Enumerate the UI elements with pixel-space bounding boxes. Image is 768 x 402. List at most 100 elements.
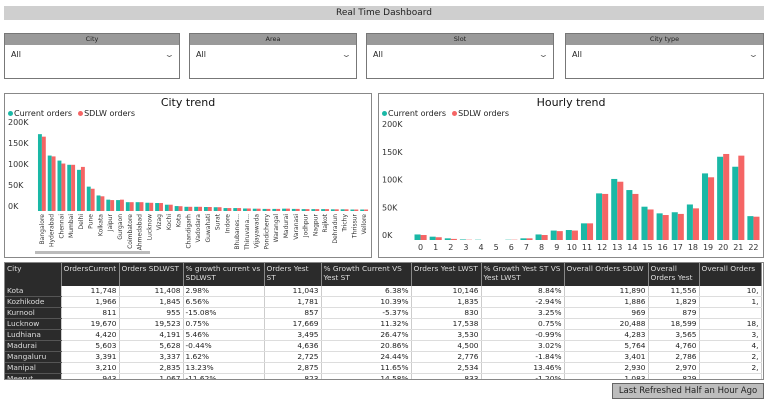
x-tick-label: Chennai — [58, 214, 65, 239]
x-tick-label: 16 — [658, 243, 668, 252]
column-header[interactable]: Orders SDLWST — [119, 263, 184, 286]
city-cell: Lucknow — [5, 318, 62, 331]
bar-sdlw — [571, 230, 578, 240]
x-tick-label: 6 — [509, 243, 514, 252]
value-cell: 1, — [699, 296, 762, 309]
city-type-dropdown[interactable]: All ⌄ — [569, 47, 760, 62]
x-tick-label: 4 — [479, 243, 484, 252]
chevron-down-icon[interactable]: ⌄ — [341, 50, 353, 59]
chevron-down-icon[interactable]: ⌄ — [538, 50, 550, 59]
table-row: Ludhiana 4,420 4,191 5.46% 3,495 26.47% 3,530-… — [5, 329, 762, 342]
value-cell: 833 — [411, 373, 482, 379]
x-tick-label: Bhubanes... — [234, 214, 241, 250]
y-tick-label: 100K — [8, 160, 29, 169]
slot-dropdown[interactable]: All ⌄ — [370, 47, 550, 62]
dashboard-title: Real Time Dashboard — [4, 6, 764, 20]
x-tick-label: Varanasi — [293, 214, 300, 240]
value-cell: 11,890 — [564, 286, 649, 298]
value-cell: 4,500 — [411, 340, 482, 353]
legend-current[interactable]: Current orders — [8, 109, 72, 118]
hourly-trend-chart: 0K 50K 100K 150K 200K 0 1 2 3 4 5 6 7 8 9 10 11 12 13 14 15 1… — [378, 93, 764, 258]
bar-current — [340, 209, 345, 211]
filter-city[interactable]: City All ⌄ — [4, 33, 180, 79]
bar-current — [459, 239, 466, 240]
value-cell: -0.44% — [183, 340, 265, 353]
x-tick-label: Kolkata — [97, 214, 104, 236]
value-cell: 829 — [648, 373, 700, 379]
bar-current — [116, 200, 120, 211]
column-header[interactable]: OrdersCurrent — [61, 263, 120, 286]
column-header[interactable]: Overall Orders SDLW — [564, 263, 649, 286]
filter-slot[interactable]: Slot All ⌄ — [366, 33, 554, 79]
value-cell: 10.39% — [321, 296, 412, 309]
bar-sdlw — [354, 209, 359, 211]
legend-sdlw[interactable]: SDLW orders — [452, 109, 509, 118]
x-tick-label: Coimbatore — [127, 214, 134, 249]
horizontal-scrollbar[interactable] — [35, 251, 150, 254]
value-cell: 5,764 — [564, 340, 649, 353]
column-header[interactable]: Orders Yest ST — [264, 263, 322, 286]
legend-label: SDLW orders — [84, 109, 136, 118]
value-cell: 969 — [564, 307, 649, 320]
value-cell: 10, — [699, 286, 762, 298]
table-row: Lucknow 19,670 19,523 0.75% 17,669 11.32% 17,5… — [5, 318, 762, 331]
bar-current — [656, 213, 663, 240]
chevron-down-icon[interactable]: ⌄ — [748, 50, 760, 59]
bar-sdlw — [632, 193, 639, 240]
bar-current — [135, 202, 140, 211]
value-cell: 4,191 — [119, 329, 184, 342]
value-cell: 857 — [264, 307, 322, 320]
legend-sdlw[interactable]: SDLW orders — [78, 109, 135, 118]
value-cell: 1,829 — [648, 296, 700, 309]
filter-city-type[interactable]: City type All ⌄ — [565, 33, 764, 79]
bar-current — [732, 166, 739, 240]
x-tick-label: 13 — [612, 243, 622, 252]
column-header[interactable]: Orders Yest LWST — [411, 263, 482, 286]
x-tick-label: 18 — [688, 243, 698, 252]
column-header[interactable]: City — [5, 263, 62, 286]
bar-sdlw — [198, 206, 203, 211]
bar-sdlw — [188, 206, 193, 211]
filter-label: City — [5, 34, 179, 45]
city-cell: Kurnool — [5, 307, 62, 320]
x-tick-label: Warangal — [273, 214, 280, 243]
bar-current — [233, 208, 238, 211]
bar-current — [321, 209, 326, 211]
value-cell: -5.37% — [321, 307, 412, 320]
column-header[interactable]: Overall Orders Yest — [648, 263, 700, 286]
area-dropdown[interactable]: All ⌄ — [193, 47, 353, 62]
value-cell: 3,401 — [564, 351, 649, 364]
bar-current — [86, 186, 91, 211]
column-header[interactable]: % Growth Current VS Yest ST — [321, 263, 412, 286]
table-row: Mangaluru 3,391 3,337 1.62% 2,725 24.44% 2,776… — [5, 351, 762, 364]
x-tick-label: Gurgaon — [117, 214, 124, 240]
legend-current[interactable]: Current orders — [382, 109, 446, 118]
x-tick-label: Rajkot — [322, 213, 329, 232]
legend-label: Current orders — [388, 109, 447, 118]
bar-sdlw — [207, 207, 212, 211]
bar-current — [223, 208, 228, 211]
bar-sdlw — [334, 209, 339, 211]
x-tick-label: 7 — [524, 243, 529, 252]
legend-label: Current orders — [14, 109, 73, 118]
x-tick-label: 8 — [539, 243, 544, 252]
x-tick-label: Dehradun — [332, 214, 339, 244]
value-cell: -15.08% — [183, 307, 265, 320]
value-cell: 4,283 — [564, 329, 649, 342]
value-cell: 3.02% — [481, 340, 565, 353]
city-dropdown[interactable]: All ⌄ — [8, 47, 176, 62]
bar-current — [67, 164, 72, 211]
chevron-down-icon[interactable]: ⌄ — [164, 50, 176, 59]
table-row: Kozhikode 1,966 1,845 6.56% 1,781 10.39% 1,835… — [5, 296, 762, 309]
column-header[interactable]: Overall Orders — [699, 263, 762, 286]
value-cell: 4, — [699, 340, 762, 353]
filter-area[interactable]: Area All ⌄ — [189, 33, 357, 79]
last-refreshed-button[interactable]: Last Refreshed Half an Hour Ago — [612, 383, 764, 399]
value-cell: 2,776 — [411, 351, 482, 364]
bar-current — [330, 209, 335, 211]
bar-sdlw — [587, 223, 594, 240]
column-header[interactable]: % growth current vs SDLWST — [183, 263, 265, 286]
value-cell: 4,636 — [264, 340, 322, 353]
filter-label: Slot — [367, 34, 553, 45]
column-header[interactable]: % Growth Yest ST VS Yest LWST — [481, 263, 565, 286]
